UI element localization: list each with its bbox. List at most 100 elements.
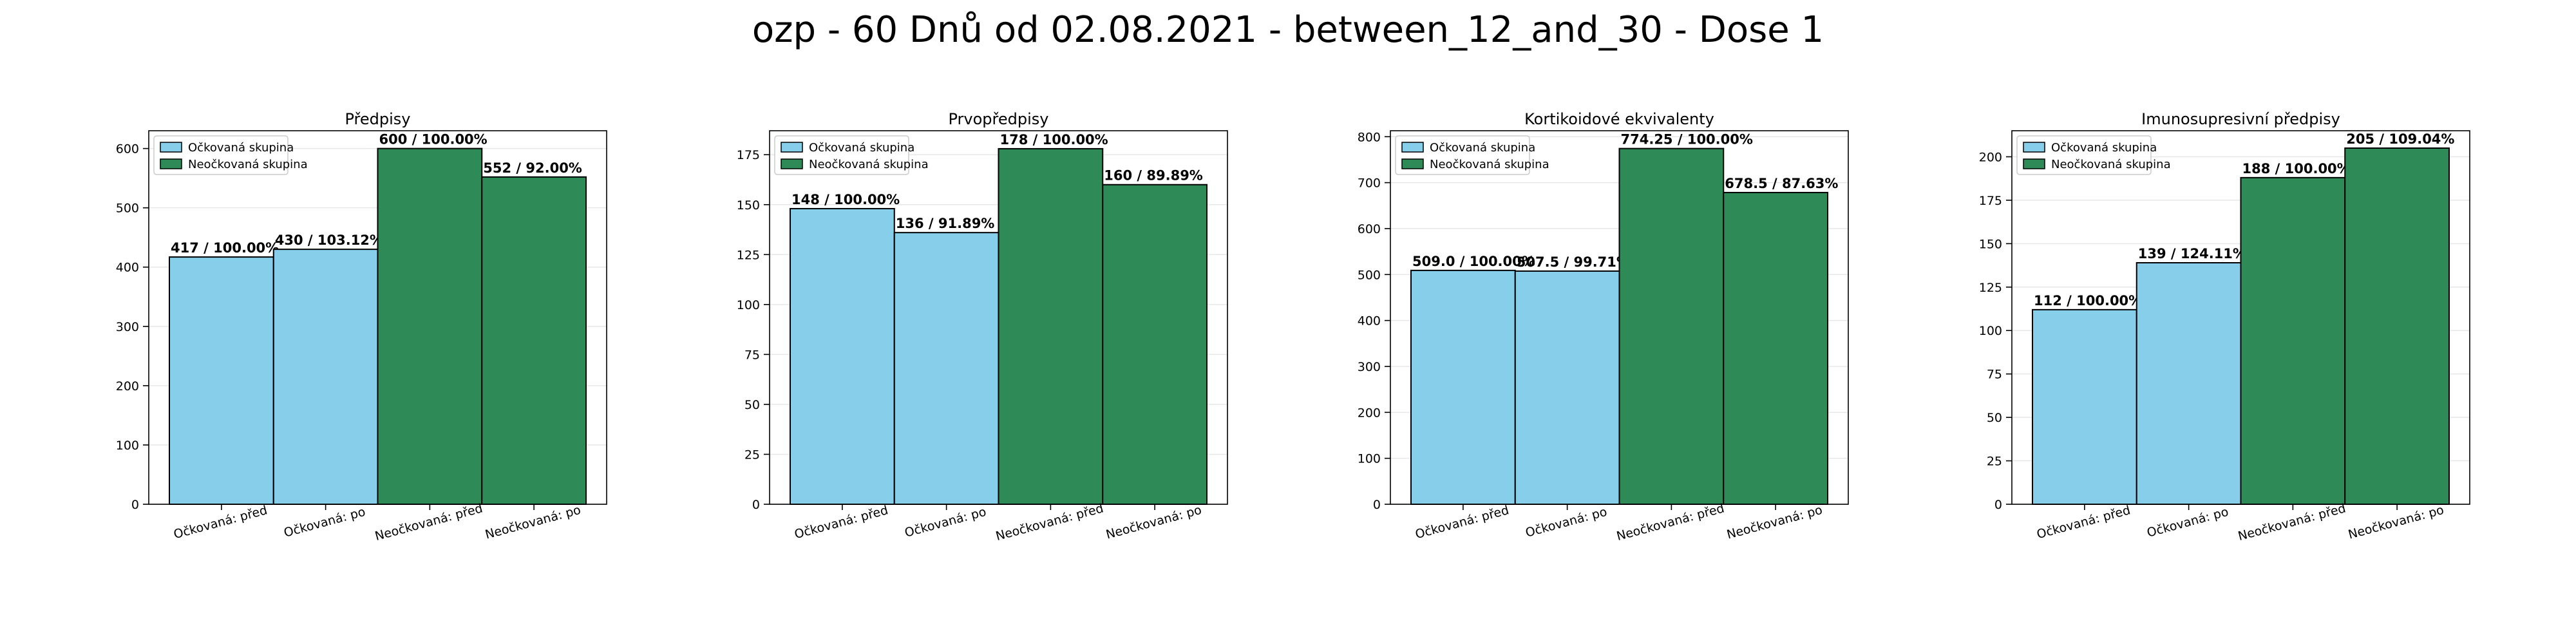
y-tick-label: 50 <box>1987 411 2002 425</box>
legend-label: Neočkovaná skupina <box>1430 158 1549 171</box>
bar-label: 417 / 100.00% <box>171 240 279 256</box>
x-tick-label: Očkovaná: po <box>282 505 366 540</box>
legend-swatch <box>781 158 803 169</box>
y-tick-label: 700 <box>1358 176 1381 191</box>
bar <box>1514 270 1620 505</box>
y-tick-label: 200 <box>1358 406 1381 420</box>
chart-panel-2: 148 / 100.00% 136 / 91.89% 178 / 100.00% 16… <box>737 110 1228 544</box>
bar <box>1723 191 1828 505</box>
y-tick-label: 600 <box>116 142 139 156</box>
bar-label: 509.0 / 100.00% <box>1412 254 1535 269</box>
legend-label: Neočkovaná skupina <box>2051 158 2171 171</box>
legend-swatch <box>160 158 182 169</box>
legend-frame <box>2016 135 2152 175</box>
bar-label: 507.5 / 99.71% <box>1517 254 1630 270</box>
bar-label: 160 / 89.89% <box>1104 168 1203 184</box>
chart-panel-1: 417 / 100.00%430 / 103.12% 600 / 100.00% 5… <box>116 110 607 544</box>
legend-swatch <box>1401 142 1424 153</box>
axes-frame <box>769 130 1228 505</box>
bar <box>2032 308 2137 505</box>
bar <box>2344 147 2450 505</box>
y-tick-label: 175 <box>737 148 760 162</box>
bar <box>1410 269 1516 505</box>
bar <box>2240 176 2346 505</box>
y-tick-label: 100 <box>1979 324 2002 338</box>
bar <box>1618 147 1725 505</box>
bar-label: 178 / 100.00% <box>1000 132 1108 147</box>
y-tick-label: 100 <box>1358 452 1381 466</box>
bar-label: 205 / 109.04% <box>2346 131 2454 147</box>
y-tick-label: 150 <box>1979 237 2002 251</box>
x-tick-label: Neočkovaná: před <box>2237 501 2347 544</box>
y-tick-label: 75 <box>744 348 760 362</box>
y-tick-label: 0 <box>1373 498 1381 512</box>
bar-label: 148 / 100.00% <box>791 192 900 207</box>
y-tick-label: 0 <box>752 498 760 512</box>
x-tick-label: Neočkovaná: před <box>374 501 484 544</box>
y-tick-label: 150 <box>737 198 760 213</box>
bar <box>481 176 587 505</box>
legend-label: Neočkovaná skupina <box>188 158 308 171</box>
y-tick-label: 500 <box>1358 268 1381 282</box>
axes-frame <box>2011 130 2470 505</box>
legend-label: Očkovaná skupina <box>809 141 914 155</box>
legend-frame <box>774 135 909 175</box>
chart-title: Předpisy <box>345 110 411 128</box>
bar-label: 600 / 100.00% <box>379 132 488 147</box>
legend-label: Očkovaná skupina <box>1430 141 1535 155</box>
chart-title: Prvopředpisy <box>949 110 1049 128</box>
bar <box>169 256 274 505</box>
y-tick-label: 400 <box>116 261 139 275</box>
bar <box>1102 184 1208 505</box>
bar <box>272 249 379 505</box>
bar <box>377 147 483 506</box>
bar-label: 678.5 / 87.63% <box>1725 176 1838 191</box>
legend-label: Očkovaná skupina <box>188 141 294 155</box>
legend-frame <box>1395 135 1530 175</box>
legend: Očkovaná skupina Neočkovaná skupina <box>774 135 929 175</box>
x-tick-label: Očkovaná: po <box>2145 505 2230 540</box>
x-tick-label: Neočkovaná: po <box>2347 503 2445 542</box>
bar-label: 188 / 100.00% <box>2242 161 2351 176</box>
y-tick-label: 175 <box>1979 194 2002 208</box>
y-tick-label: 125 <box>1979 281 2002 295</box>
legend-swatch <box>2023 158 2045 169</box>
bar <box>893 232 999 505</box>
bar-label: 774.25 / 100.00% <box>1621 132 1753 147</box>
axes-frame <box>1390 130 1849 505</box>
chart-title: Imunosupresivní předpisy <box>2141 110 2340 128</box>
y-tick-label: 0 <box>1994 498 2002 512</box>
legend: Očkovaná skupina Neočkovaná skupina <box>153 135 308 175</box>
y-tick-label: 25 <box>1987 455 2002 469</box>
legend-label: Neočkovaná skupina <box>809 158 929 171</box>
axes-frame <box>148 130 607 505</box>
legend: Očkovaná skupina Neočkovaná skupina <box>2016 135 2171 175</box>
y-tick-label: 800 <box>1358 130 1381 144</box>
bar-label: 139 / 124.11% <box>2138 246 2246 261</box>
y-tick-label: 125 <box>737 248 760 262</box>
legend-label: Očkovaná skupina <box>2051 141 2157 155</box>
figure-title: ozp - 60 Dnů od 02.08.2021 - between_12_… <box>752 9 1824 51</box>
legend-swatch <box>781 142 803 153</box>
bar-label: 430 / 103.12% <box>275 232 383 248</box>
chart-title: Kortikoidové ekvivalenty <box>1524 110 1714 128</box>
x-tick-label: Neočkovaná: po <box>1104 503 1203 542</box>
chart-panel-3: 509.0 / 100.00%507.5 / 99.71% 774.25 / 10… <box>1358 110 1849 544</box>
bar-label: 136 / 91.89% <box>896 216 995 231</box>
bar <box>998 147 1104 506</box>
y-tick-label: 50 <box>744 398 760 412</box>
bar <box>790 207 895 505</box>
bar-label: 552 / 92.00% <box>483 160 582 176</box>
y-tick-label: 500 <box>116 202 139 216</box>
y-tick-label: 300 <box>116 320 139 334</box>
x-tick-label: Očkovaná: před <box>172 503 269 542</box>
x-tick-label: Neočkovaná: před <box>1615 501 1726 544</box>
x-tick-label: Očkovaná: po <box>903 505 987 540</box>
y-tick-label: 100 <box>116 439 139 453</box>
x-tick-label: Neočkovaná: před <box>994 501 1105 544</box>
x-tick-label: Očkovaná: před <box>1414 503 1510 542</box>
chart-panel-4: 112 / 100.00% 139 / 124.11% 188 / 100.00% 2… <box>1979 110 2470 544</box>
legend-swatch <box>160 142 182 153</box>
y-tick-label: 75 <box>1987 368 2002 382</box>
